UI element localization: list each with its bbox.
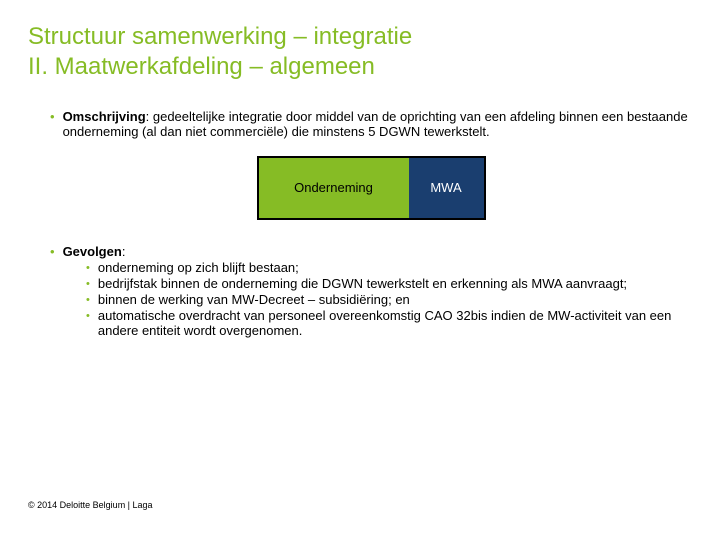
slide: Structuur samenwerking – integratie II. … [0,0,720,540]
list-item-text: bedrijfstak binnen de onderneming die DG… [98,277,692,292]
omschrijving-body: : gedeeltelijke integratie door middel v… [63,109,688,139]
diagram-box-onderneming: Onderneming [259,158,409,218]
bullet-marker-icon: • [86,309,90,339]
title-line-1: Structuur samenwerking – integratie [28,23,412,50]
page-title: Structuur samenwerking – integratie II. … [28,22,692,82]
list-item-text: onderneming op zich blijft bestaan; [98,261,692,276]
bullet-marker-icon: • [86,277,90,292]
list-item-text: binnen de werking van MW-Decreet – subsi… [98,293,692,308]
bullet-marker-icon: • [50,244,55,260]
content-area: • Omschrijving: gedeeltelijke integratie… [28,110,692,339]
gevolgen-label: Gevolgen [63,244,122,259]
omschrijving-text: Omschrijving: gedeeltelijke integratie d… [63,110,692,140]
list-item: • binnen de werking van MW-Decreet – sub… [86,293,692,308]
footer-copyright: © 2014 Deloitte Belgium | Laga [28,500,153,510]
gevolgen-bullet: • Gevolgen: [50,244,692,260]
gevolgen-list: • onderneming op zich blijft bestaan; • … [50,261,692,339]
title-line-2: II. Maatwerkafdeling – algemeen [28,53,375,80]
gevolgen-colon: : [122,244,126,259]
gevolgen-heading: Gevolgen: [63,244,126,260]
omschrijving-label: Omschrijving [63,109,146,124]
diagram: Onderneming MWA [50,156,692,220]
list-item: • bedrijfstak binnen de onderneming die … [86,277,692,292]
list-item: • automatische overdracht van personeel … [86,309,692,339]
list-item: • onderneming op zich blijft bestaan; [86,261,692,276]
diagram-container: Onderneming MWA [257,156,486,220]
bullet-marker-icon: • [50,110,55,140]
list-item-text: automatische overdracht van personeel ov… [98,309,692,339]
omschrijving-bullet: • Omschrijving: gedeeltelijke integratie… [50,110,692,140]
bullet-marker-icon: • [86,261,90,276]
bullet-marker-icon: • [86,293,90,308]
diagram-box-mwa: MWA [409,158,484,218]
